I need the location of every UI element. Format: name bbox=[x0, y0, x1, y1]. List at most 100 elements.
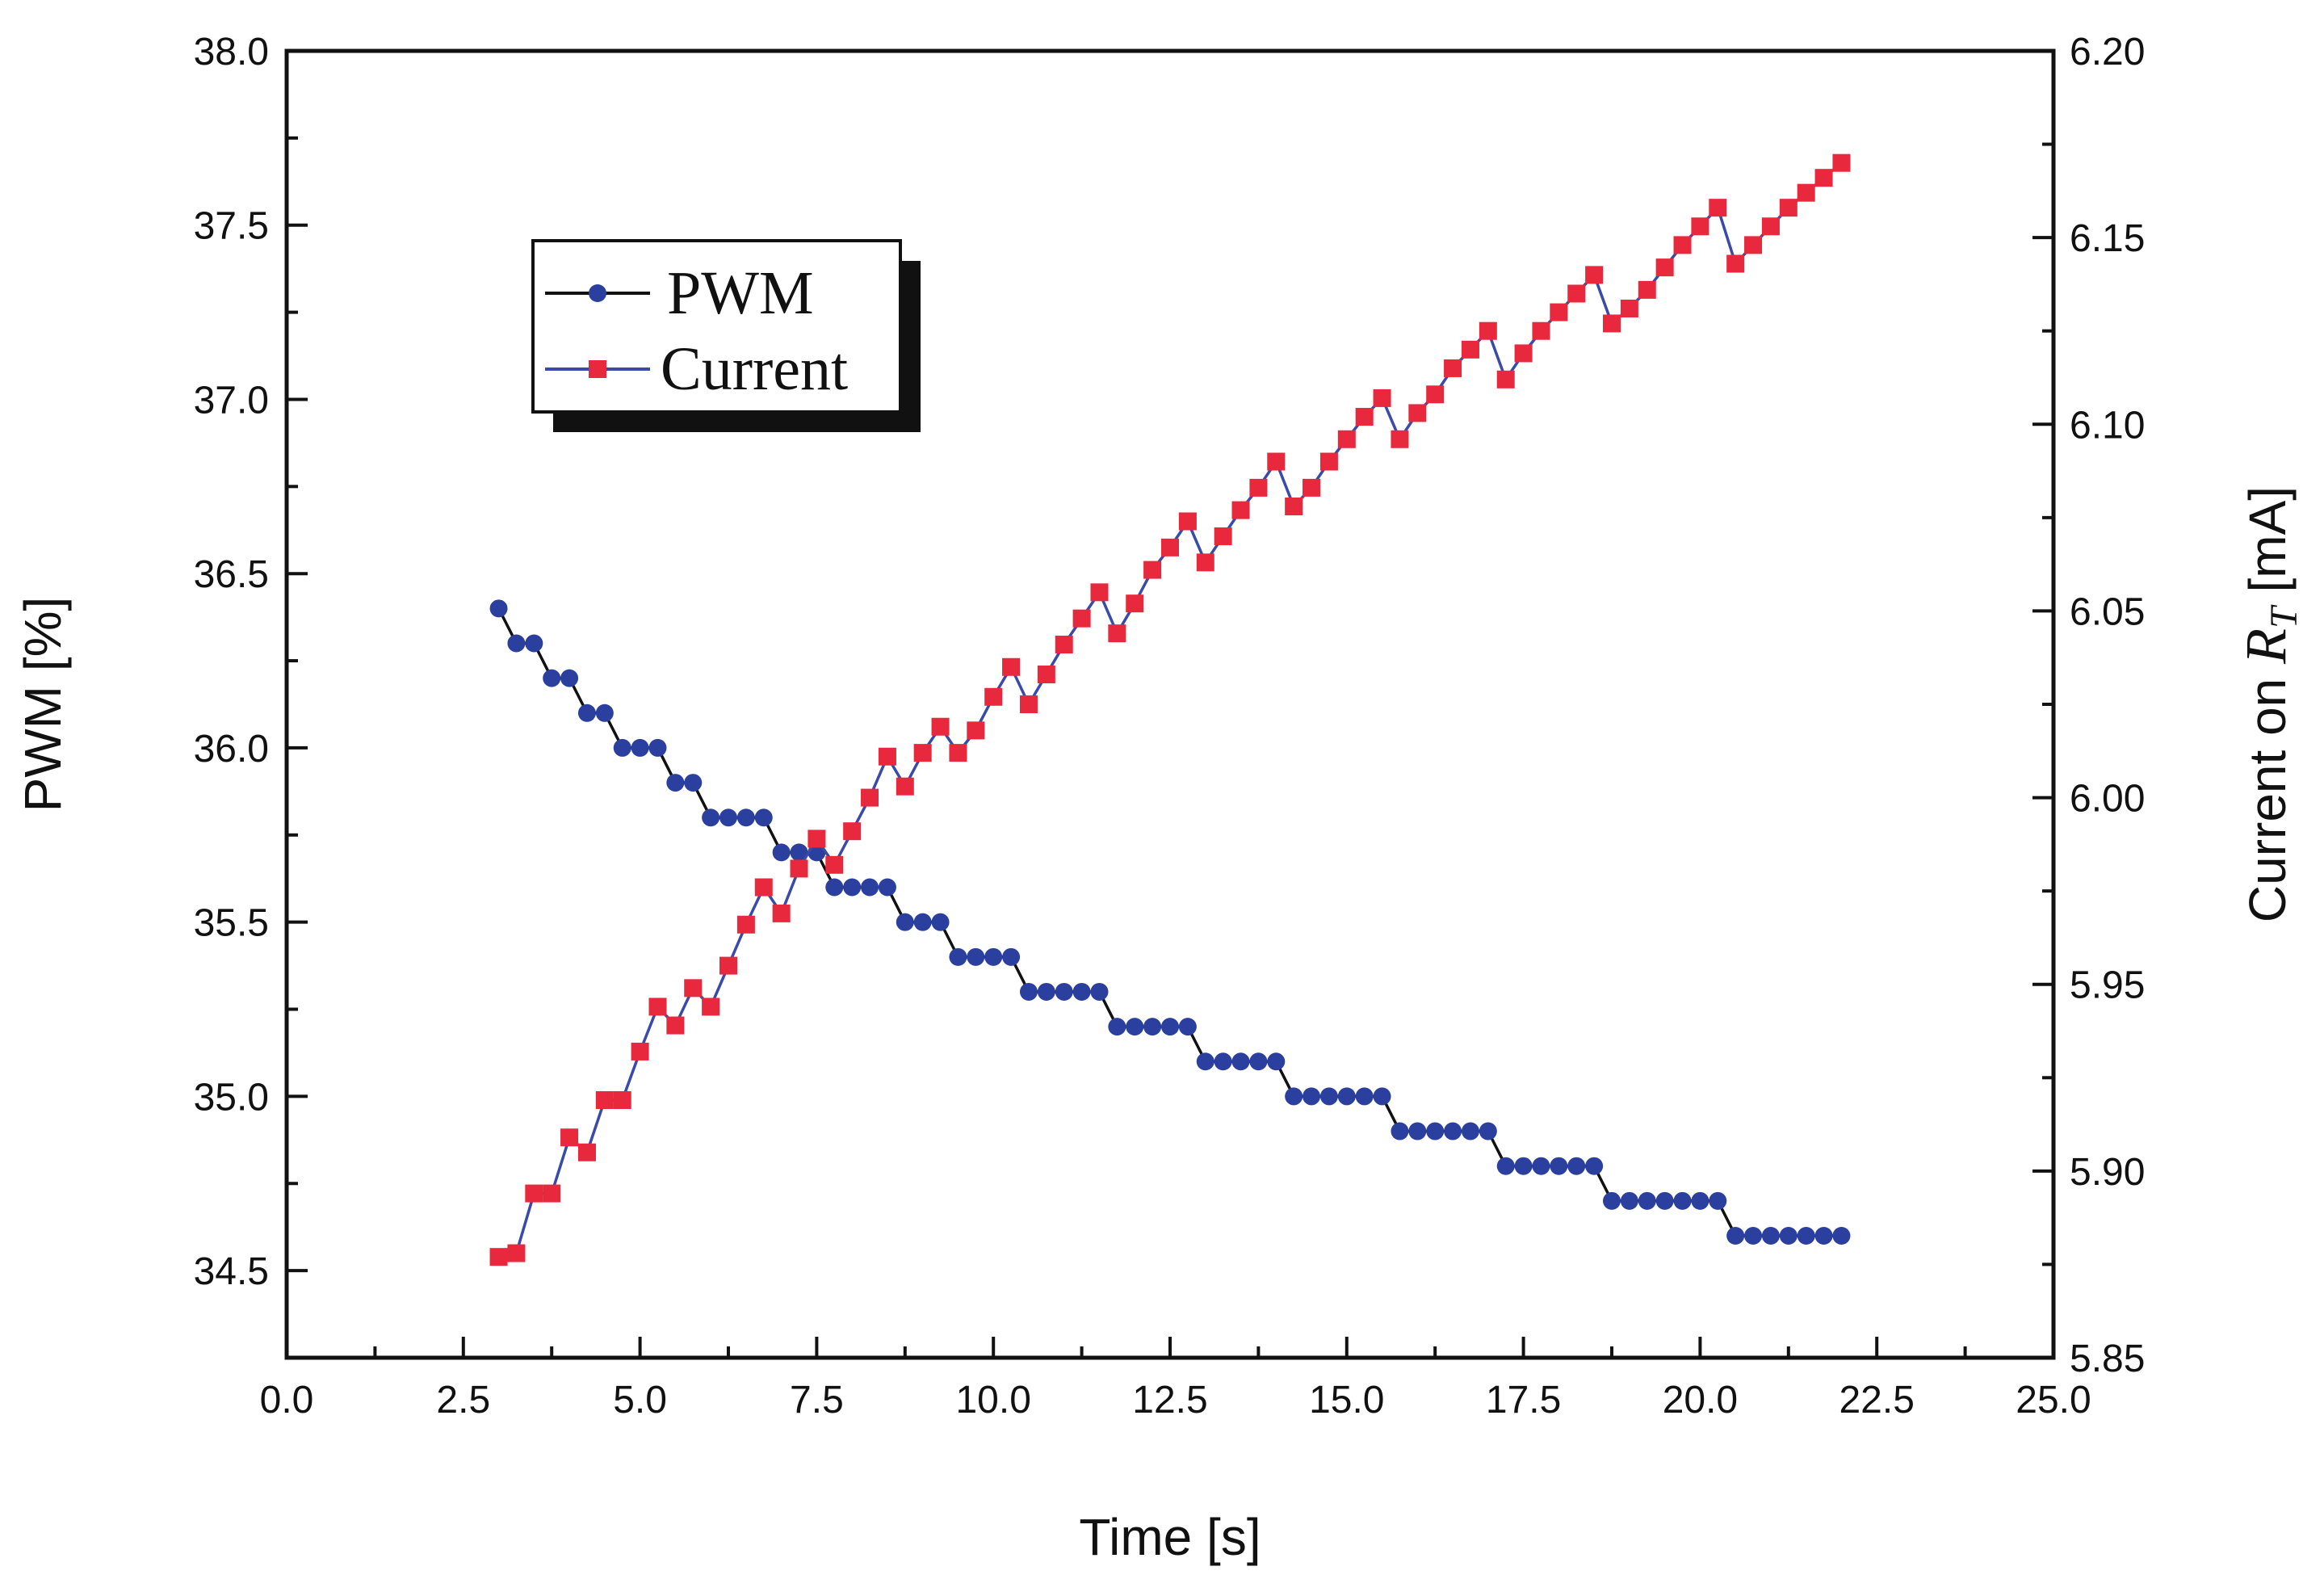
y-right-tick-label: 6.10 bbox=[2070, 404, 2145, 447]
current-point bbox=[560, 1128, 579, 1147]
y-right-title-subscript: T bbox=[2263, 604, 2305, 628]
y-right-tick-label: 6.05 bbox=[2070, 590, 2145, 633]
pwm-point bbox=[1143, 1018, 1162, 1036]
legend-box bbox=[531, 239, 902, 414]
pwm-point bbox=[1178, 1018, 1197, 1036]
pwm-point bbox=[967, 947, 985, 966]
current-point bbox=[1673, 236, 1692, 254]
current-point bbox=[967, 721, 985, 740]
series-line-pwm bbox=[497, 607, 1842, 1237]
current-point bbox=[1532, 321, 1550, 340]
current-point bbox=[1337, 430, 1356, 448]
x-tick-label: 20.0 bbox=[1663, 1379, 1738, 1422]
current-point bbox=[577, 1143, 596, 1161]
current-point bbox=[1231, 501, 1250, 519]
current-point bbox=[1303, 478, 1321, 497]
pwm-point bbox=[1055, 982, 1073, 1001]
y-right-title-symbol: R bbox=[2234, 628, 2298, 665]
y-right-axis-title: Current on RT [mA] bbox=[2234, 486, 2305, 922]
pwm-point bbox=[1267, 1052, 1286, 1071]
y-right-tick-label: 6.20 bbox=[2070, 31, 2145, 74]
pwm-point bbox=[1319, 1087, 1338, 1106]
pwm-point bbox=[595, 704, 614, 722]
pwm-point bbox=[1479, 1122, 1497, 1140]
pwm-point bbox=[1585, 1157, 1604, 1175]
current-point bbox=[1037, 666, 1055, 684]
current-point bbox=[702, 998, 720, 1016]
y-right-tick-label: 6.15 bbox=[2070, 217, 2145, 260]
x-tick-label: 7.5 bbox=[790, 1379, 844, 1422]
current-point bbox=[543, 1184, 561, 1203]
x-tick-label: 10.0 bbox=[955, 1379, 1030, 1422]
current-point bbox=[666, 1016, 685, 1035]
pwm-point bbox=[1461, 1122, 1479, 1140]
pwm-point bbox=[1285, 1087, 1303, 1106]
current-point bbox=[1655, 258, 1674, 277]
current-point bbox=[1126, 594, 1144, 613]
pwm-point bbox=[1761, 1226, 1780, 1245]
pwm-point bbox=[1779, 1226, 1798, 1245]
pwm-point bbox=[1426, 1122, 1445, 1140]
pwm-point bbox=[1550, 1157, 1568, 1175]
y-left-tick-label: 35.0 bbox=[194, 1076, 269, 1119]
pwm-point bbox=[931, 913, 950, 931]
current-point bbox=[736, 915, 755, 934]
current-point bbox=[595, 1091, 614, 1110]
y-left-tick-label: 38.0 bbox=[194, 31, 269, 74]
pwm-point bbox=[1391, 1122, 1409, 1140]
legend-pwm-label: PWM bbox=[667, 259, 814, 327]
current-point bbox=[1408, 404, 1427, 422]
current-point bbox=[1620, 299, 1638, 317]
pwm-point bbox=[913, 913, 932, 931]
current-point bbox=[525, 1184, 543, 1203]
current-point bbox=[719, 956, 737, 975]
pwm-point bbox=[1691, 1191, 1709, 1210]
current-point bbox=[1444, 359, 1462, 377]
pwm-point bbox=[754, 808, 773, 827]
pwm-point bbox=[577, 704, 596, 722]
current-point bbox=[913, 744, 932, 762]
pwm-point bbox=[1108, 1018, 1126, 1036]
pwm-point bbox=[1161, 1018, 1179, 1036]
pwm-point bbox=[525, 634, 543, 653]
current-point bbox=[1072, 609, 1091, 628]
current-point bbox=[1550, 303, 1568, 321]
current-point bbox=[631, 1042, 649, 1060]
legend-pwm-marker bbox=[589, 284, 606, 302]
current-point bbox=[1726, 254, 1745, 273]
pwm-point bbox=[1002, 947, 1021, 966]
axis-ticks bbox=[285, 49, 2055, 1359]
pwm-point bbox=[1408, 1122, 1427, 1140]
current-point bbox=[1391, 430, 1409, 448]
current-point bbox=[684, 979, 703, 998]
pwm-point bbox=[1797, 1226, 1815, 1245]
current-point bbox=[754, 878, 773, 897]
current-point bbox=[931, 717, 950, 736]
current-point bbox=[949, 744, 967, 762]
pwm-point bbox=[560, 669, 579, 687]
pwm-point bbox=[861, 878, 879, 897]
legend-current-marker bbox=[589, 360, 606, 378]
series-layer bbox=[489, 153, 1851, 1266]
pwm-point bbox=[1090, 982, 1109, 1001]
y-right-title-suffix: [mA] bbox=[2238, 486, 2297, 607]
current-point bbox=[1355, 408, 1374, 426]
pwm-point bbox=[1514, 1157, 1533, 1175]
pwm-point bbox=[1444, 1122, 1462, 1140]
pwm-point bbox=[1231, 1052, 1250, 1071]
pwm-point bbox=[1373, 1087, 1391, 1106]
y-right-tick-label: 5.95 bbox=[2070, 964, 2145, 1007]
y-left-tick-label: 37.0 bbox=[194, 379, 269, 422]
pwm-point bbox=[1709, 1191, 1727, 1210]
legend-current-label: Current bbox=[661, 335, 848, 403]
current-point bbox=[1055, 636, 1073, 654]
y-left-tick-label: 37.5 bbox=[194, 205, 269, 248]
current-point bbox=[1002, 657, 1021, 676]
pwm-point bbox=[1744, 1226, 1763, 1245]
pwm-point bbox=[1567, 1157, 1586, 1175]
current-point bbox=[1249, 478, 1268, 497]
pwm-point bbox=[507, 634, 526, 653]
y-right-tick-label: 5.90 bbox=[2070, 1151, 2145, 1194]
pwm-point bbox=[1019, 982, 1038, 1001]
